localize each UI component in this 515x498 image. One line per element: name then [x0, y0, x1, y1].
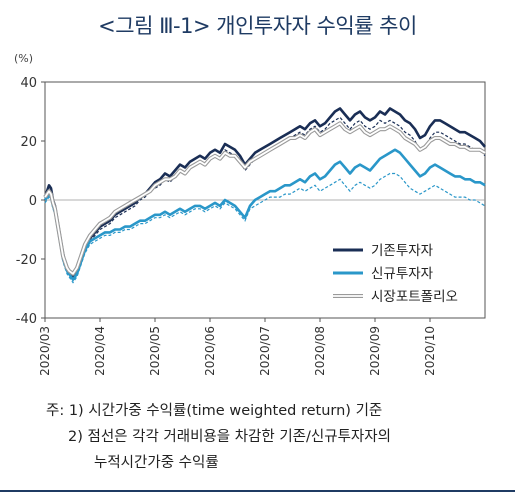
note-line-1: 주: 1) 시간가중 수익률(time weighted return) 기준: [46, 403, 383, 419]
y-axis-unit: (%): [14, 52, 34, 65]
legend-label: 기존투자자: [371, 243, 434, 259]
x-tick-label: 2020/06: [203, 326, 217, 376]
x-tick-label: 2020/03: [38, 326, 52, 376]
series-line-3: [44, 172, 486, 284]
x-tick-label: 2020/05: [148, 326, 162, 376]
legend-label: 시장포트폴리오: [371, 289, 458, 305]
x-tick-label: 2020/04: [93, 326, 107, 376]
y-tick-label: -20: [16, 253, 37, 268]
x-tick-label: 2020/08: [313, 326, 327, 376]
chart-notes: 주: 1) 시간가중 수익률(time weighted return) 기준 …: [46, 398, 391, 476]
y-tick-label: -40: [16, 312, 37, 327]
legend-label: 신규투자자: [371, 266, 434, 282]
series-line-4-inner: [44, 122, 486, 275]
y-tick-label: 0: [29, 194, 37, 209]
x-tick-label: 2020/07: [258, 326, 272, 376]
series-line-1: [44, 116, 486, 281]
x-tick-label: 2020/09: [368, 326, 382, 376]
note-line-3: 누적시간가중 수익률: [94, 455, 219, 471]
x-tick-label: 2020/10: [423, 326, 437, 376]
note-line-2: 2) 점선은 각각 거래비용을 차감한 기존/신규투자자의: [68, 429, 391, 445]
y-tick-label: 40: [20, 76, 37, 91]
y-tick-label: 20: [20, 135, 37, 150]
chart-title: <그림 Ⅲ-1> 개인투자자 수익률 추이: [98, 14, 417, 38]
bottom-divider: [0, 490, 515, 492]
